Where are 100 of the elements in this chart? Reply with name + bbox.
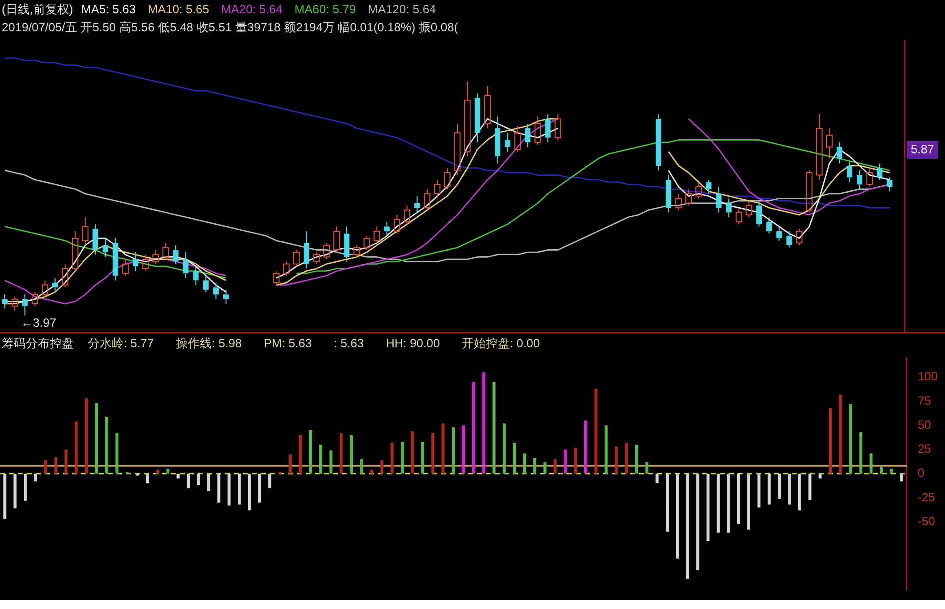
bar — [778, 474, 782, 500]
candlestick — [72, 230, 79, 272]
chart-subtitle: 2019/07/05/五 开5.50 高5.56 低5.48 收5.51 量39718 额2194万 幅0.01(0.18%) 振0.08( — [2, 20, 458, 34]
candlestick — [786, 230, 792, 248]
chart-title: (日线,前复权) — [2, 2, 74, 16]
candlestick — [464, 81, 471, 158]
bar — [696, 474, 700, 570]
bar — [288, 454, 292, 474]
bar — [564, 450, 568, 474]
bar — [299, 435, 302, 474]
bar — [176, 474, 180, 479]
bar — [401, 442, 404, 474]
candlestick — [534, 116, 542, 146]
candlestick — [716, 186, 722, 214]
candlestick — [213, 282, 219, 300]
text: PM: 5.63 — [264, 336, 312, 350]
candlestick — [102, 238, 108, 258]
bar — [64, 450, 68, 474]
candlestick — [474, 92, 480, 144]
bar — [380, 460, 384, 474]
candlestick — [434, 179, 441, 200]
bar — [85, 398, 88, 474]
bar — [370, 470, 374, 474]
candlestick — [505, 132, 511, 152]
bar — [706, 474, 710, 542]
bar — [411, 431, 414, 474]
bar — [95, 403, 98, 474]
bar — [146, 474, 150, 484]
candlestick — [766, 216, 772, 234]
bar — [646, 462, 649, 474]
text: MA5: 5.63 — [81, 2, 136, 16]
candlestick — [484, 86, 491, 129]
bar — [116, 433, 119, 474]
bar — [849, 404, 852, 474]
bar — [54, 457, 58, 474]
candlestick — [877, 163, 883, 180]
candlestick — [756, 200, 762, 228]
y-tick-label: 50 — [918, 418, 932, 432]
y-tick-label: 0 — [918, 466, 925, 480]
bar — [686, 474, 690, 580]
bar — [106, 416, 109, 474]
candlestick — [525, 123, 531, 148]
bar — [197, 474, 200, 486]
bar — [758, 474, 761, 508]
candlestick — [203, 275, 209, 293]
candlestick — [132, 252, 139, 272]
candlestick — [394, 214, 400, 234]
bar — [615, 446, 618, 474]
bar — [340, 433, 343, 474]
bar — [268, 474, 272, 488]
bar — [156, 470, 160, 474]
bar — [676, 474, 680, 559]
bar — [544, 462, 547, 474]
candlestick — [776, 226, 782, 242]
y-tick-label: 75 — [918, 394, 932, 408]
candlestick — [887, 177, 893, 192]
y-tick-label: 25 — [918, 442, 932, 456]
text: MA120: 5.64 — [368, 2, 437, 16]
candlestick — [404, 205, 411, 225]
bar — [839, 394, 842, 474]
bar — [462, 426, 466, 474]
candlestick — [656, 114, 662, 172]
bar — [748, 474, 751, 530]
bar — [798, 474, 802, 511]
bar — [166, 469, 170, 474]
bar — [14, 474, 17, 509]
text: 开始控盘: 0.00 — [462, 336, 540, 350]
bar — [330, 450, 333, 474]
candlestick — [92, 224, 98, 256]
y-tick-label: 100 — [918, 370, 938, 384]
bar — [594, 388, 598, 474]
bar — [788, 474, 792, 505]
bar — [4, 474, 7, 520]
candlestick — [344, 226, 350, 262]
candlestick — [514, 126, 522, 152]
candlestick — [666, 174, 672, 214]
candlestick — [304, 230, 310, 270]
candlestick — [22, 294, 28, 316]
chart-title: 筹码分布控盘 — [2, 336, 74, 350]
bar — [666, 474, 669, 532]
bar — [360, 459, 364, 474]
candlestick — [42, 280, 49, 298]
candlestick — [2, 294, 8, 310]
candlestick — [495, 116, 501, 164]
bar — [309, 430, 312, 474]
candlestick — [173, 245, 179, 265]
bar — [228, 474, 231, 506]
candlestick — [162, 242, 170, 260]
text: MA60: 5.79 — [294, 2, 356, 16]
bar — [635, 444, 638, 474]
text: HH: 90.00 — [386, 336, 440, 350]
bar — [737, 474, 740, 524]
candlestick — [545, 114, 551, 144]
bar — [432, 433, 435, 474]
text: 操作线: 5.98 — [176, 336, 242, 350]
candlestick — [846, 160, 853, 183]
bar — [24, 474, 27, 501]
bar — [900, 474, 904, 482]
bar — [502, 424, 506, 474]
bar — [207, 474, 210, 492]
